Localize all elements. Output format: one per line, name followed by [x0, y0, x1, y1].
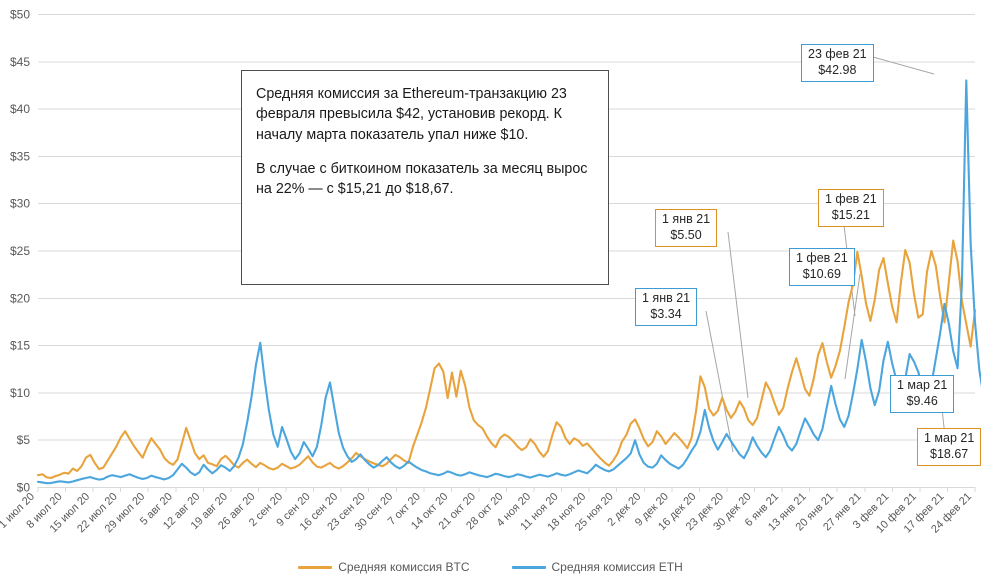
callout-date: 1 янв 21 — [662, 212, 711, 226]
y-axis-tick-label: $30 — [10, 197, 30, 211]
callout-btc-jan1: 1 янв 21 $5.50 — [655, 209, 718, 248]
y-axis-tick-label: $20 — [10, 291, 30, 305]
series-line-btc — [36, 239, 977, 480]
y-axis-tick-label: $0 — [17, 481, 31, 495]
callout-value: $3.34 — [650, 306, 682, 321]
chart-legend: Средняя комиссия BTC Средняя комиссия ET… — [0, 560, 981, 574]
note-paragraph-1: Средняя комиссия за Ethereum-транзакцию … — [256, 86, 567, 143]
y-axis-tick-label: $45 — [10, 55, 30, 69]
callout-value: $10.69 — [802, 266, 841, 281]
callout-date: 1 янв 21 — [642, 291, 691, 305]
callout-date: 1 мар 21 — [897, 378, 948, 392]
callout-date: 1 фев 21 — [825, 192, 877, 206]
callout-eth-jan1: 1 янв 21 $3.34 — [635, 288, 698, 327]
callout-value: $15.21 — [831, 207, 870, 222]
y-axis-tick-label: $40 — [10, 102, 30, 116]
callout-leader-line — [872, 56, 935, 75]
callout-eth-mar1: 1 мар 21 $9.46 — [890, 375, 955, 414]
legend-swatch-btc — [298, 565, 333, 569]
y-axis-tick-label: $5 — [17, 433, 31, 447]
callout-value: $5.50 — [670, 227, 702, 242]
legend-item-btc: Средняя комиссия BTC — [298, 560, 470, 574]
callout-date: 1 фев 21 — [796, 251, 848, 265]
callout-date: 23 фев 21 — [808, 47, 867, 61]
y-axis-tick-label: $10 — [10, 386, 30, 400]
y-axis-tick-label: $15 — [10, 339, 30, 353]
callout-btc-feb1: 1 фев 21 $15.21 — [818, 189, 884, 228]
legend-label-eth: Средняя комиссия ETH — [551, 560, 683, 574]
callout-value: $18.67 — [930, 446, 969, 461]
callout-eth-feb1: 1 фев 21 $10.69 — [789, 248, 855, 287]
callout-leader-line — [705, 310, 734, 453]
y-axis-tick-label: $25 — [10, 244, 30, 258]
y-axis-tick-label: $35 — [10, 149, 30, 163]
note-textbox: Средняя комиссия за Ethereum-транзакцию … — [241, 70, 609, 285]
callout-eth-peak: 23 фев 21 $42.98 — [801, 44, 874, 83]
note-spacer — [256, 145, 594, 159]
callout-value: $9.46 — [906, 393, 938, 408]
note-paragraph-2: В случае с биткоином показатель за месяц… — [256, 160, 588, 198]
callout-leader-line — [844, 273, 861, 380]
series-line-eth — [36, 79, 981, 485]
legend-item-eth: Средняя комиссия ETH — [511, 560, 683, 574]
y-axis-tick-label: $50 — [10, 8, 30, 22]
callout-value: $42.98 — [818, 62, 857, 77]
callout-leader-line — [727, 231, 749, 399]
legend-swatch-eth — [511, 565, 546, 569]
legend-label-btc: Средняя комиссия BTC — [338, 560, 470, 574]
callout-date: 1 мар 21 — [924, 431, 975, 445]
callout-btc-mar1: 1 мар 21 $18.67 — [917, 428, 981, 467]
